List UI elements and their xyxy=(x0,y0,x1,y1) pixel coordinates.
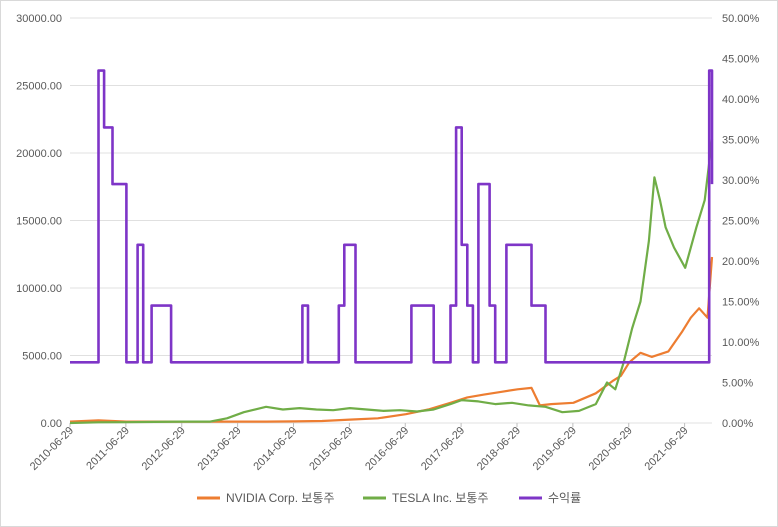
legend: NVIDIA Corp. 보통주 TESLA Inc. 보통주 수익률 xyxy=(197,491,581,505)
right-tick-label: 25.00% xyxy=(722,216,760,228)
x-tick-label: 2015-06-29 xyxy=(307,425,355,473)
series-lines xyxy=(69,69,714,425)
right-tick-label: 0.00% xyxy=(722,418,753,430)
left-tick-label: 15000.00 xyxy=(16,216,62,228)
left-tick-label: 10000.00 xyxy=(16,283,62,295)
left-tick-label: 25000.00 xyxy=(16,81,62,93)
series-line-ratio xyxy=(70,69,714,364)
right-tick-label: 10.00% xyxy=(722,337,760,349)
left-tick-label: 5000.00 xyxy=(22,351,62,363)
x-tick-label: 2012-06-29 xyxy=(140,425,188,473)
x-axis-ticks: 2010-06-29 2011-06-29 2012-06-29 2013-06-29… xyxy=(28,423,691,473)
legend-label-tesla: TESLA Inc. 보통주 xyxy=(392,491,488,505)
right-tick-label: 45.00% xyxy=(722,54,760,66)
x-tick-label: 2014-06-29 xyxy=(251,425,299,473)
right-tick-label: 35.00% xyxy=(722,135,760,147)
gridlines xyxy=(70,17,712,424)
legend-label-ratio: 수익률 xyxy=(548,491,581,505)
left-tick-label: 20000.00 xyxy=(16,148,62,160)
x-tick-label: 2020-06-29 xyxy=(587,425,635,473)
series-line-tesla xyxy=(69,139,714,425)
right-tick-label: 5.00% xyxy=(722,378,753,390)
x-tick-label: 2016-06-29 xyxy=(363,425,411,473)
x-tick-label: 2011-06-29 xyxy=(84,425,132,473)
right-axis-ticks: 0.00% 5.00% 10.00% 15.00% 20.00% 25.00% 30.00%… xyxy=(722,13,760,430)
right-tick-label: 40.00% xyxy=(722,94,760,106)
x-tick-label: 2010-06-29 xyxy=(28,425,76,473)
series-line-nvidia xyxy=(69,256,714,423)
x-tick-label: 2019-06-29 xyxy=(531,425,579,473)
left-tick-label: 30000.00 xyxy=(16,13,62,25)
x-tick-label: 2013-06-29 xyxy=(195,425,243,473)
x-tick-label: 2018-06-29 xyxy=(475,425,523,473)
x-tick-label: 2021-06-29 xyxy=(642,425,690,473)
right-tick-label: 20.00% xyxy=(722,256,760,268)
right-tick-label: 15.00% xyxy=(722,297,760,309)
x-tick-label: 2017-06-29 xyxy=(419,425,467,473)
right-tick-label: 50.00% xyxy=(722,13,760,25)
left-axis-ticks: 0.00 5000.00 10000.00 15000.00 20000.00 25000… xyxy=(16,13,62,430)
left-tick-label: 0.00 xyxy=(41,418,62,430)
right-tick-label: 30.00% xyxy=(722,175,760,187)
legend-label-nvidia: NVIDIA Corp. 보통주 xyxy=(226,491,334,505)
